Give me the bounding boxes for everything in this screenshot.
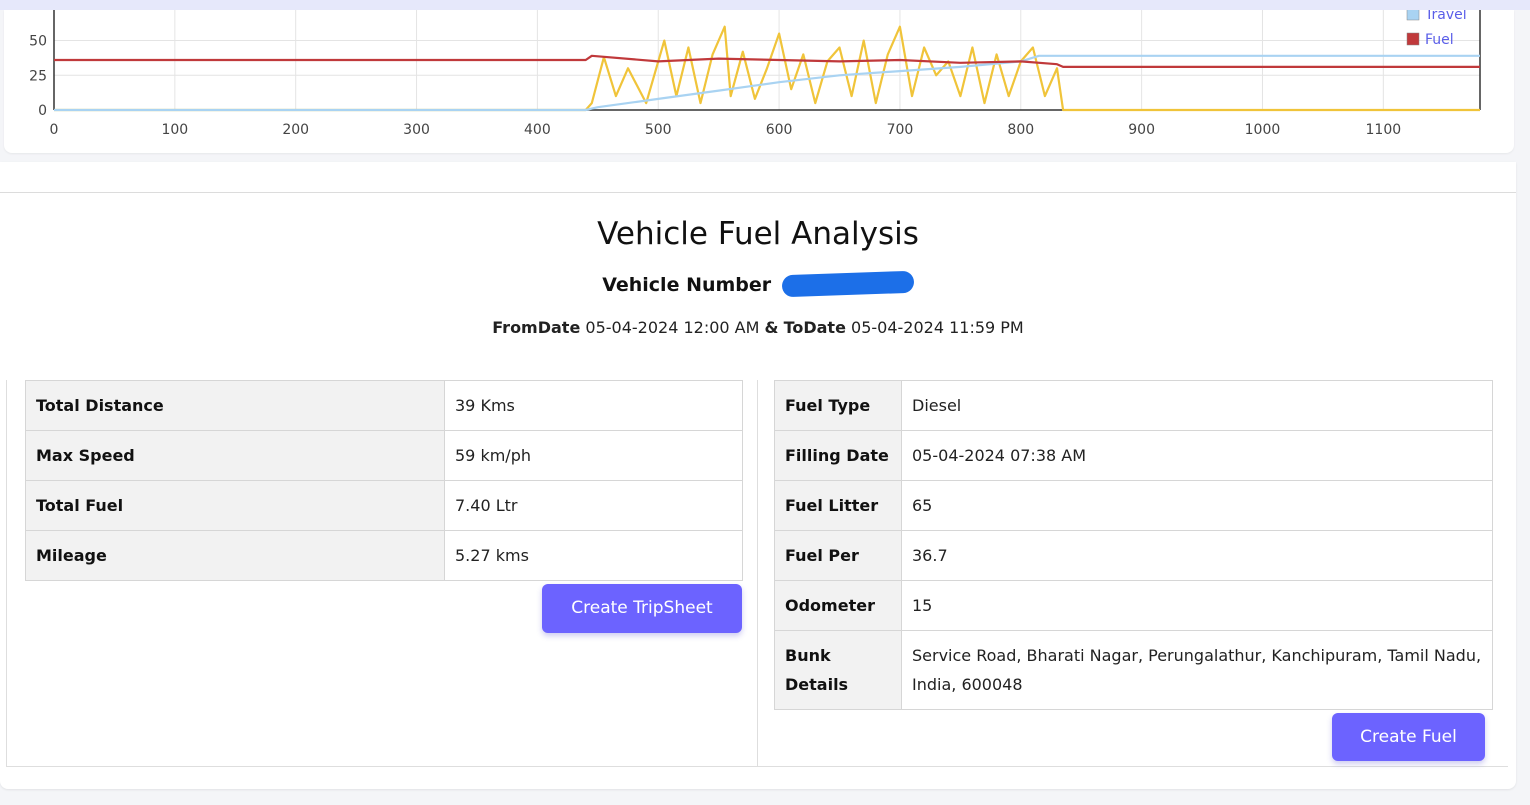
fuel-line-chart: 0 100 200 300 400 500 600 700 800 900 1000 1100 0 25 5…	[29, 10, 1481, 138]
fuel-details-table: Fuel Type Diesel Filling Date 05-04-2024…	[774, 380, 1493, 710]
series-line-unlabeled	[54, 25, 1480, 112]
total-fuel-label: Total Fuel	[25, 480, 445, 531]
redacted-vehicle-number	[781, 270, 915, 298]
x-tick-label: 700	[887, 122, 914, 138]
trip-summary-table: Total Distance 39 Kms Max Speed 59 km/ph…	[25, 380, 743, 581]
legend-swatch-fuel	[1406, 32, 1420, 46]
x-tick-label: 200	[282, 122, 309, 138]
legend-label-fuel: Fuel	[1425, 32, 1454, 48]
table-row: Odometer 15	[774, 580, 1493, 631]
series-line-travel	[54, 54, 1480, 112]
date-range: FromDate 05-04-2024 12:00 AM & ToDate 05…	[0, 318, 1516, 337]
create-fuel-button[interactable]: Create Fuel	[1332, 713, 1485, 761]
bunk-details-label: Bunk Details	[774, 630, 902, 710]
from-date-label: FromDate	[492, 318, 581, 337]
total-distance-value: 39 Kms	[444, 380, 743, 431]
trip-summary-column: Total Distance 39 Kms Max Speed 59 km/ph…	[6, 380, 758, 767]
y-tick-label: 50	[29, 34, 47, 50]
table-row: Total Distance 39 Kms	[25, 380, 743, 431]
filling-date-value: 05-04-2024 07:38 AM	[901, 430, 1493, 481]
total-distance-label: Total Distance	[25, 380, 445, 431]
divider	[0, 192, 1516, 193]
x-tick-label: 300	[403, 122, 430, 138]
fuel-chart-card: 0 100 200 300 400 500 600 700 800 900 1000 1100 0 25 5…	[4, 10, 1514, 153]
table-row: Fuel Type Diesel	[774, 380, 1493, 431]
x-tick-label: 800	[1007, 122, 1034, 138]
fuel-per-label: Fuel Per	[774, 530, 902, 581]
ampersand: &	[764, 318, 779, 337]
x-tick-label: 100	[161, 122, 188, 138]
legend-swatch-travel	[1406, 10, 1420, 21]
table-row: Fuel Litter 65	[774, 480, 1493, 531]
odometer-value: 15	[901, 580, 1493, 631]
series-line-fuel	[54, 54, 1480, 69]
top-bar	[0, 0, 1530, 10]
x-tick-label: 900	[1128, 122, 1155, 138]
table-row: Filling Date 05-04-2024 07:38 AM	[774, 430, 1493, 481]
max-speed-value: 59 km/ph	[444, 430, 743, 481]
x-tick-label: 1100	[1366, 122, 1402, 138]
total-fuel-value: 7.40 Ltr	[444, 480, 743, 531]
x-tick-label: 1000	[1245, 122, 1281, 138]
fuel-litter-label: Fuel Litter	[774, 480, 902, 531]
bunk-details-value: Service Road, Bharati Nagar, Perungalath…	[901, 630, 1493, 710]
create-tripsheet-button[interactable]: Create TripSheet	[542, 584, 742, 633]
odometer-label: Odometer	[774, 580, 902, 631]
to-date-label: ToDate	[783, 318, 846, 337]
fuel-type-label: Fuel Type	[774, 380, 902, 431]
legend-label-travel: Travel	[1424, 10, 1467, 23]
to-date-value: 05-04-2024 11:59 PM	[851, 318, 1024, 337]
x-tick-label: 600	[766, 122, 793, 138]
vehicle-number-label: Vehicle Number	[602, 274, 772, 296]
fuel-litter-value: 65	[901, 480, 1493, 531]
y-tick-label: 0	[38, 103, 47, 119]
mileage-label: Mileage	[25, 530, 445, 581]
max-speed-label: Max Speed	[25, 430, 445, 481]
mileage-value: 5.27 kms	[444, 530, 743, 581]
x-tick-label: 0	[50, 122, 59, 138]
vehicle-number-line: Vehicle Number	[0, 270, 1516, 298]
table-row: Fuel Per 36.7	[774, 530, 1493, 581]
filling-date-label: Filling Date	[774, 430, 902, 481]
x-tick-label: 400	[524, 122, 551, 138]
fuel-analysis-card: Vehicle Fuel Analysis Vehicle Number Fro…	[0, 162, 1516, 789]
fuel-details-column: Fuel Type Diesel Filling Date 05-04-2024…	[758, 380, 1508, 767]
table-row: Mileage 5.27 kms	[25, 530, 743, 581]
fuel-type-value: Diesel	[901, 380, 1493, 431]
table-row: Total Fuel 7.40 Ltr	[25, 480, 743, 531]
fuel-per-value: 36.7	[901, 530, 1493, 581]
table-row: Max Speed 59 km/ph	[25, 430, 743, 481]
x-tick-label: 500	[645, 122, 672, 138]
page-title: Vehicle Fuel Analysis	[597, 216, 919, 252]
y-tick-label: 25	[29, 68, 47, 84]
from-date-value: 05-04-2024 12:00 AM	[585, 318, 760, 337]
table-row: Bunk Details Service Road, Bharati Nagar…	[774, 630, 1493, 710]
